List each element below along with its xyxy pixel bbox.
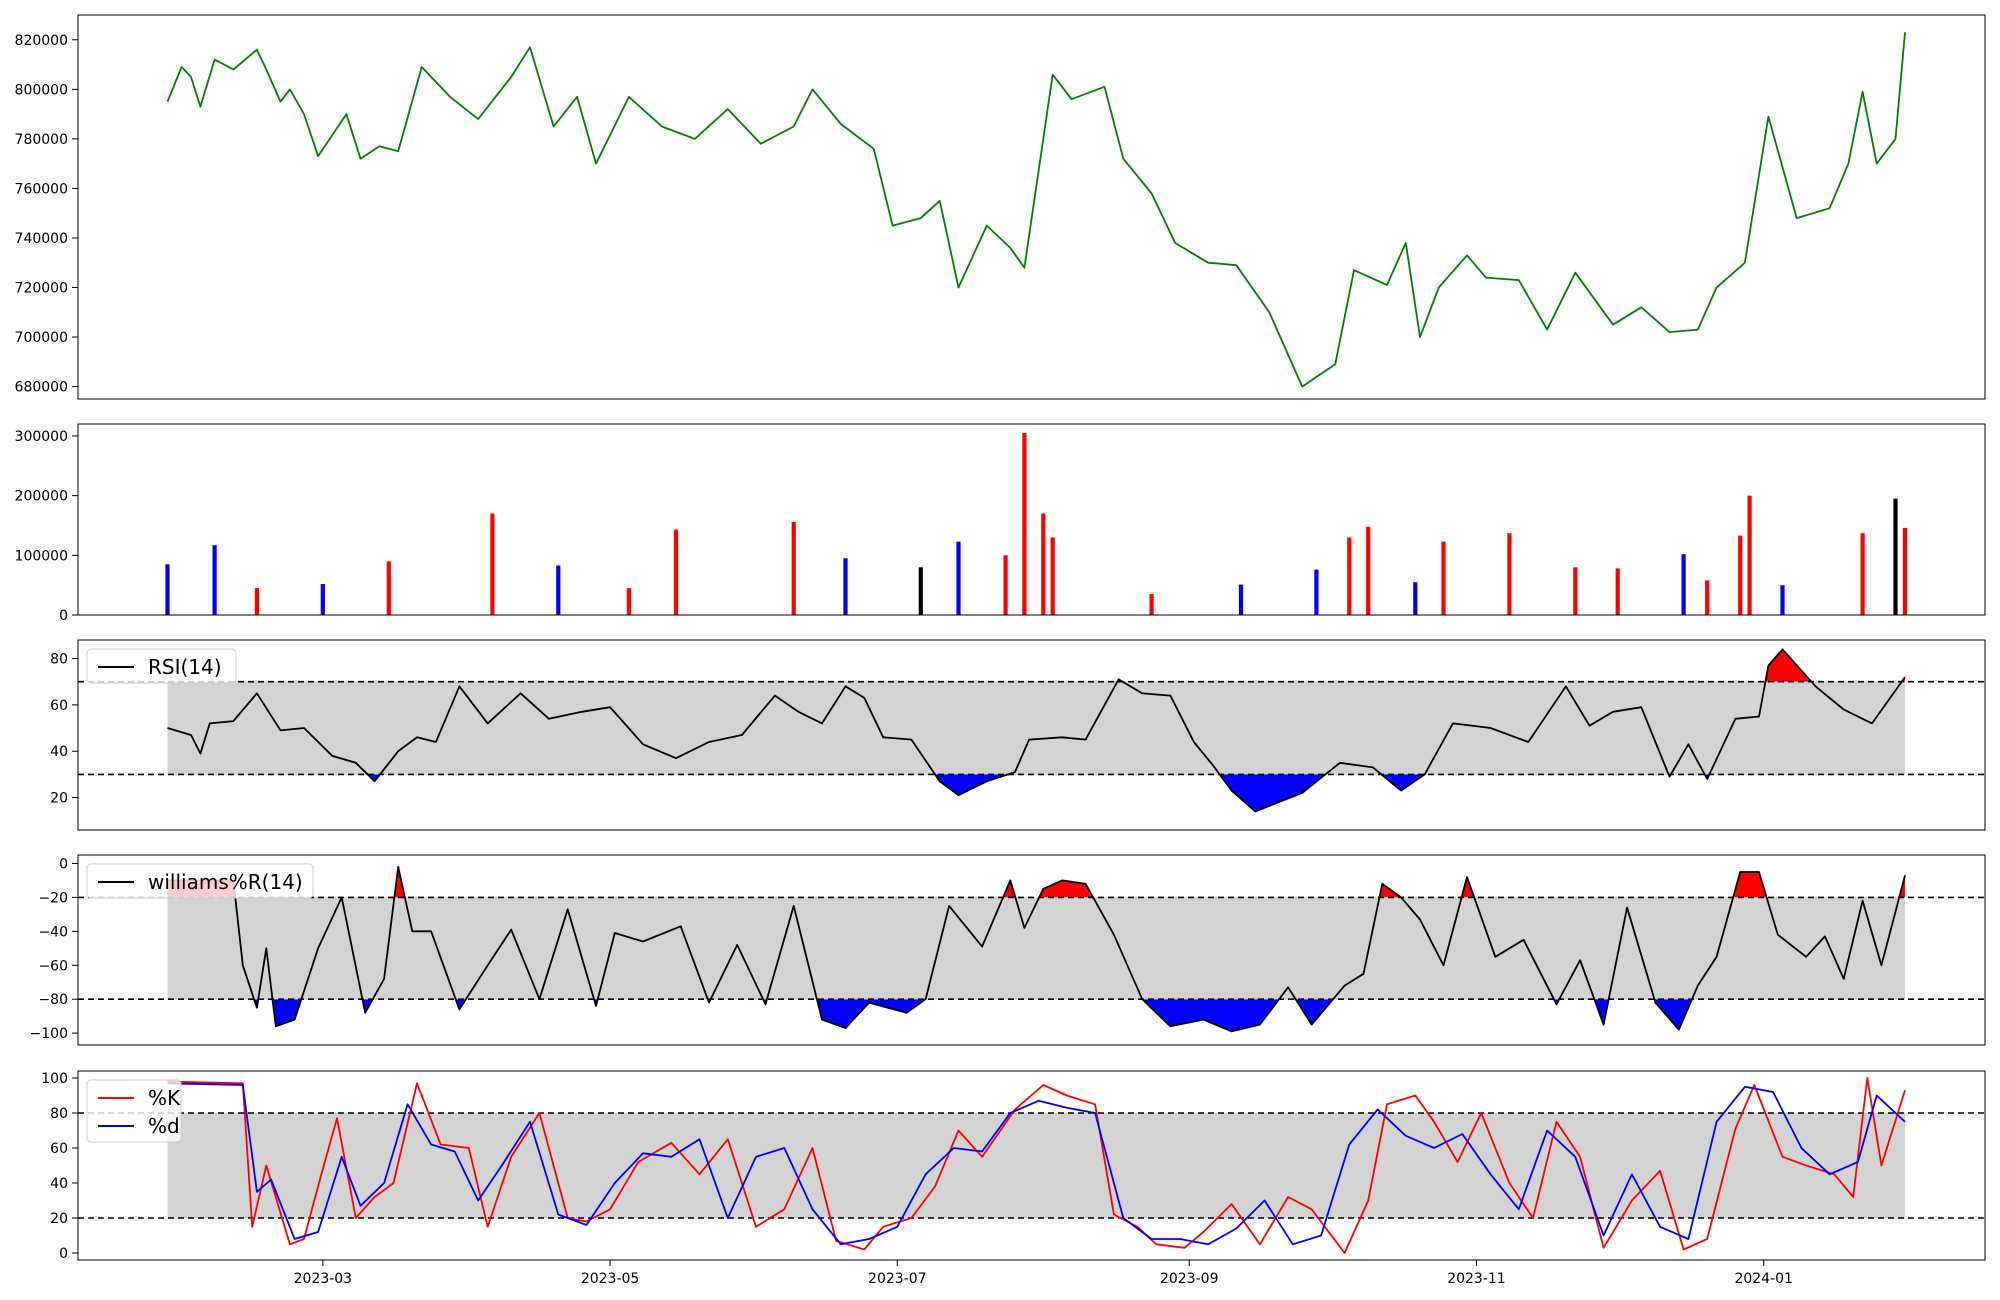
volume-bar	[1738, 535, 1743, 615]
volume-bar	[1413, 582, 1418, 615]
volume-bar	[1149, 594, 1154, 615]
stochastic-legend-label: %K	[148, 1086, 181, 1110]
x-tick-label: 2024-01	[1734, 1271, 1793, 1287]
volume-bar	[1347, 537, 1352, 615]
rsi-series-primary-line	[167, 648, 1906, 813]
volume-bar	[1314, 569, 1319, 615]
williams-ytick-label: −40	[38, 924, 68, 940]
volume-bar	[1747, 495, 1752, 615]
x-tick-label: 2023-07	[868, 1271, 927, 1287]
stochastic-ytick-label: 40	[50, 1176, 68, 1192]
rsi-ytick-label: 20	[50, 791, 68, 807]
williams-ytick-label: −80	[38, 992, 68, 1008]
stochastic-series-secondary-line	[167, 1082, 1906, 1246]
stochastic-ytick-label: 80	[50, 1106, 68, 1122]
x-tick-label: 2023-11	[1447, 1271, 1506, 1287]
volume-bar	[1780, 585, 1785, 615]
volume-bar	[1003, 555, 1008, 615]
volume-bar	[1573, 567, 1578, 616]
stochastic-ytick-label: 20	[50, 1211, 68, 1227]
williams-band-fill	[167, 897, 1905, 1000]
volume-bar	[490, 513, 495, 615]
price-line	[166, 32, 1906, 388]
stochastic-legend-label: %d	[148, 1114, 180, 1138]
volume-bar	[320, 584, 325, 615]
volume-bar	[1050, 537, 1055, 615]
williams-frame	[77, 854, 1986, 1046]
williams-ytick-label: 0	[59, 856, 68, 872]
stochastic-series-primary-line	[167, 1077, 1906, 1254]
volume-bar	[386, 561, 391, 615]
volume-ytick-label: 100000	[15, 548, 68, 564]
volume-bar	[1366, 526, 1371, 615]
stochastic-ytick-label: 100	[41, 1071, 68, 1087]
volume-ytick-label: 0	[59, 608, 68, 624]
x-tick-label: 2023-09	[1160, 1271, 1219, 1287]
volume-bar	[673, 529, 679, 615]
volume-bar	[1238, 584, 1244, 615]
x-tick-label: 2023-05	[581, 1271, 640, 1287]
rsi-legend-label: RSI(14)	[148, 655, 222, 679]
volume-bar	[626, 588, 631, 615]
stochastic-legend: %K %d	[86, 1079, 182, 1143]
stochastic-ytick-label: 60	[50, 1141, 68, 1157]
williams-series-primary-line	[167, 866, 1906, 1033]
williams-ytick-label: −60	[38, 958, 68, 974]
volume-bar	[254, 588, 259, 615]
volume-bar	[918, 567, 923, 616]
price-ytick-label: 820000	[15, 33, 68, 49]
volume-bar	[791, 521, 796, 615]
price-ytick-label: 700000	[15, 330, 68, 346]
volume-bar	[1615, 568, 1620, 615]
x-tick-label: 2023-03	[294, 1271, 353, 1287]
volume-frame	[77, 423, 1986, 616]
stochastic-ytick-label: 0	[59, 1246, 68, 1262]
volume-bar	[1860, 533, 1865, 615]
price-ytick-label: 740000	[15, 231, 68, 247]
volume-ytick-label: 200000	[15, 489, 68, 505]
volume-bar	[956, 541, 961, 615]
williams-ytick-label: −100	[30, 1026, 68, 1042]
volume-ytick-label: 300000	[15, 429, 68, 445]
volume-bar	[165, 564, 170, 615]
price-frame	[77, 14, 1986, 400]
volume-bar	[1681, 554, 1686, 615]
volume-bar	[843, 558, 848, 615]
volume-bar	[1022, 433, 1027, 615]
volume-bar	[1441, 541, 1446, 615]
volume-bar	[556, 565, 561, 615]
stochastic-frame	[77, 1070, 1986, 1261]
price-ytick-label: 760000	[15, 181, 68, 197]
williams-legend-box	[86, 863, 314, 899]
price-ytick-label: 800000	[15, 82, 68, 98]
stochastic-band-fill	[167, 1113, 1905, 1218]
price-ytick-label: 780000	[15, 132, 68, 148]
rsi-ytick-label: 60	[50, 698, 68, 714]
rsi-band-fill	[167, 681, 1905, 775]
rsi-legend-box	[86, 648, 237, 684]
williams-legend-label: williams%R(14)	[148, 870, 303, 894]
rsi-ytick-label: 40	[50, 744, 68, 760]
rsi-legend: RSI(14)	[86, 648, 237, 684]
williams-ytick-label: −20	[38, 890, 68, 906]
rsi-ytick-label: 80	[50, 652, 68, 668]
volume-bar	[1893, 498, 1898, 615]
williams-legend: williams%R(14)	[86, 863, 314, 899]
volume-bar	[1705, 580, 1710, 615]
price-ytick-label: 680000	[15, 380, 68, 396]
price-ytick-label: 720000	[15, 281, 68, 297]
volume-bar	[212, 545, 217, 615]
volume-bar	[1507, 533, 1512, 615]
volume-bar	[1041, 513, 1046, 615]
volume-bar	[1902, 527, 1908, 615]
rsi-frame	[77, 639, 1986, 831]
